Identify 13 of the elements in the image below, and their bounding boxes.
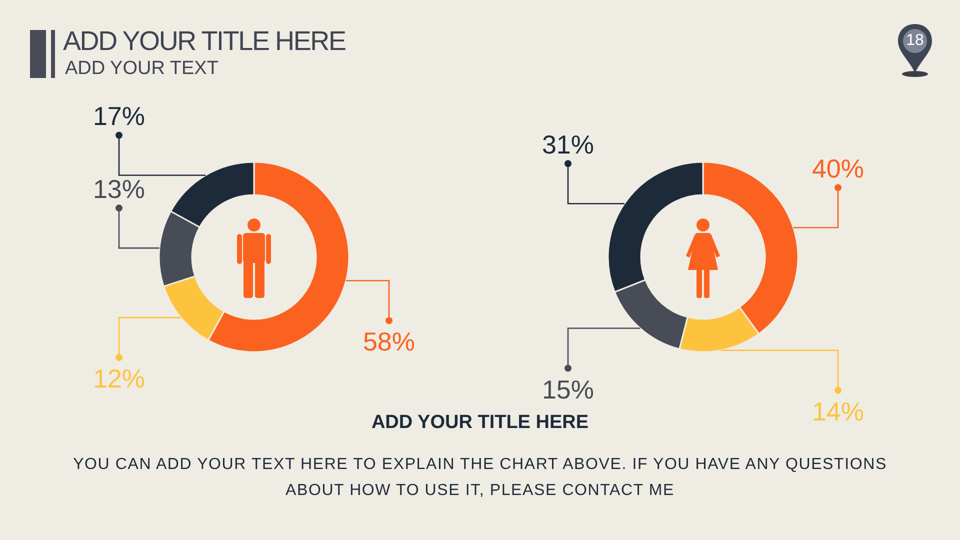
data-label: 14% <box>812 396 864 426</box>
data-label: 40% <box>812 154 864 184</box>
text: ADD YOUR TITLE HERE <box>371 412 589 433</box>
data-label: 58% <box>362 326 416 357</box>
text: YOU CAN ADD YOUR TEXT HERE TO EXPLAIN THE CHART ABOVE. IF YOU HAVE ANY QUESTIONS ABOUT HOW TO USE IT, PLEASE CONTACT ME <box>72 455 888 501</box>
data-label: 17% <box>92 101 146 132</box>
data-label: 13% <box>92 174 146 204</box>
data-label: 15% <box>542 374 594 404</box>
data-label: 12% <box>92 364 146 394</box>
text: 18 <box>903 31 927 51</box>
text: ADD YOUR TEXT <box>65 58 218 80</box>
data-label: 31% <box>542 130 594 160</box>
text: ADD YOUR TITLE HERE <box>63 25 346 57</box>
